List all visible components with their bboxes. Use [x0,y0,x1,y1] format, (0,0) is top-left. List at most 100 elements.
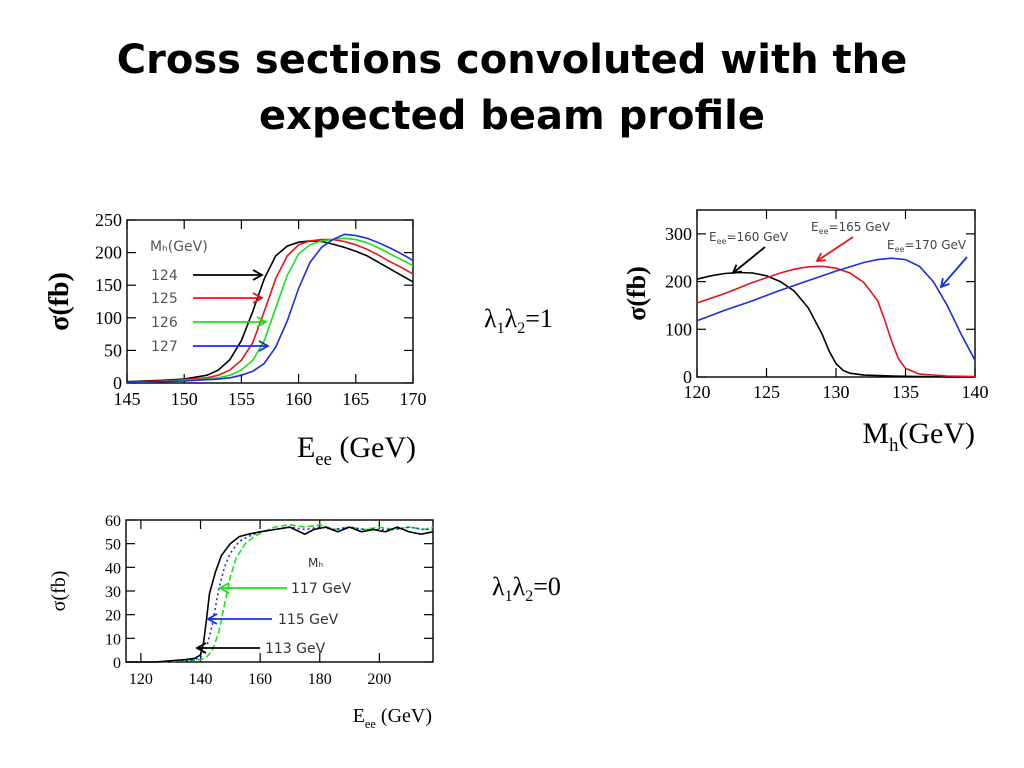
series-label-main: E [887,238,895,252]
series-line-0 [126,523,434,663]
series-label-sub: ee [717,237,727,246]
arrow-head [258,340,270,352]
x-tick-label: 145 [114,389,141,409]
lambda-symbol: λ [512,572,526,601]
y-tick-label: 50 [105,537,121,554]
y-axis-label: σ(fb) [48,571,70,612]
arrow-head [939,278,950,289]
y-tick-label: 0 [113,655,121,672]
x-axis-label-main: M [862,417,889,450]
legend-title: Mₕ [308,556,323,570]
series-line-0 [126,240,414,383]
x-tick-label: 150 [171,389,198,409]
x-axis-label: Eee (GeV) [353,705,432,731]
arrow-head [218,582,230,594]
legend-title: Mₕ(GeV) [150,239,208,255]
x-tick-label: 160 [285,389,312,409]
lambda-subscript: 1 [504,588,513,606]
slide-title-line-2: expected beam profile [259,93,765,139]
series-label-main: E [709,230,717,244]
arrow-head [195,642,207,654]
x-axis-label-rest: (GeV) [898,417,975,450]
x-tick-label: 120 [684,382,711,402]
x-tick-label: 130 [823,382,850,402]
lambda-symbol: λ [504,304,518,333]
x-axis-label-sub: h [889,435,899,456]
x-axis-label-sub: ee [315,449,332,470]
y-tick-label: 250 [95,210,122,230]
y-tick-label: 200 [95,243,122,263]
y-tick-label: 50 [104,340,122,360]
y-tick-label: 30 [105,584,121,601]
lambda-value: =0 [533,572,561,601]
lambda-product-label-1: λ1λ2=1 [484,304,553,338]
y-tick-label: 60 [105,513,121,530]
x-axis-label-rest: (GeV) [376,705,432,727]
chart-cross-section-vs-eee: 145 150 155 160 165 170 0 50 100 150 200 250 σ(fb) Ee… [44,210,427,470]
y-tick-label: 100 [665,319,692,339]
series-arrow [940,256,968,288]
lambda-value: =1 [525,304,553,333]
y-axis-label: σ(fb) [44,272,75,331]
legend-entry: 125 [151,291,178,307]
series-label: Eee=165 GeV [811,220,891,236]
series-arrow [732,246,766,274]
series-label: Eee=160 GeV [709,230,789,246]
series-label: Eee=170 GeV [887,238,967,254]
series-label-sub: ee [895,245,905,254]
x-tick-label: 155 [228,389,255,409]
series-line-2 [126,237,414,384]
x-tick-label: 200 [367,671,391,688]
legend-entry: 117 GeV [291,581,352,597]
lambda-symbol: λ [484,304,497,333]
legend-entry: 124 [151,268,178,284]
series-line-3 [126,233,414,384]
x-tick-label: 180 [308,671,332,688]
arrow-head [206,613,218,625]
arrow-head [252,292,264,304]
chart-cross-section-lambda0: 120 140 160 180 200 0 10 20 30 40 50 60 σ(fb) Eee (Ge… [48,513,434,731]
arrow-head [731,264,743,275]
series-line-1 [126,238,414,384]
x-tick-label: 125 [753,382,780,402]
lambda-subscript: 2 [525,588,534,606]
x-axis-label: Mh(GeV) [862,417,975,456]
legend-entry: 115 GeV [278,612,339,628]
series-label-main: E [811,220,819,234]
arrow-head [252,269,264,281]
plot-frame [696,209,976,378]
series-label-rest: =165 GeV [828,220,890,234]
y-tick-label: 200 [665,272,692,292]
arrow-head [256,316,268,328]
series-label-rest: =170 GeV [904,238,966,252]
series-line-2 [696,257,976,361]
lambda-subscript: 1 [496,320,505,338]
y-tick-label: 150 [95,275,122,295]
x-axis-label: Eee (GeV) [297,431,416,470]
x-tick-label: 165 [342,389,369,409]
x-tick-label: 140 [189,671,213,688]
x-tick-label: 135 [892,382,919,402]
lambda-product-label-2: λ1λ2=0 [492,572,561,606]
x-tick-label: 160 [248,671,272,688]
y-tick-label: 10 [105,631,121,648]
y-tick-label: 20 [105,608,121,625]
x-axis-label-main: E [297,431,315,464]
x-axis-label-sub: ee [365,717,376,731]
series-line-2 [126,526,434,663]
x-tick-label: 140 [962,382,989,402]
chart-cross-section-vs-mh: 120 125 130 135 140 0 100 200 300 σ(fb) Mh(GeV) Eee… [622,209,989,456]
slide-title: Cross sections convoluted with the expec… [40,32,984,144]
slide-title-line-1: Cross sections convoluted with the [116,37,908,83]
lambda-symbol: λ [492,572,505,601]
plot-frame [125,519,434,663]
lambda-subscript: 2 [517,320,526,338]
series-arrow [816,236,854,262]
y-axis-label: σ(fb) [622,266,651,321]
x-tick-label: 170 [400,389,427,409]
y-tick-label: 100 [95,308,122,328]
arrow-head [815,252,827,263]
y-tick-label: 0 [683,367,692,387]
legend-entry: 126 [151,315,178,331]
series-line-1 [696,265,976,378]
